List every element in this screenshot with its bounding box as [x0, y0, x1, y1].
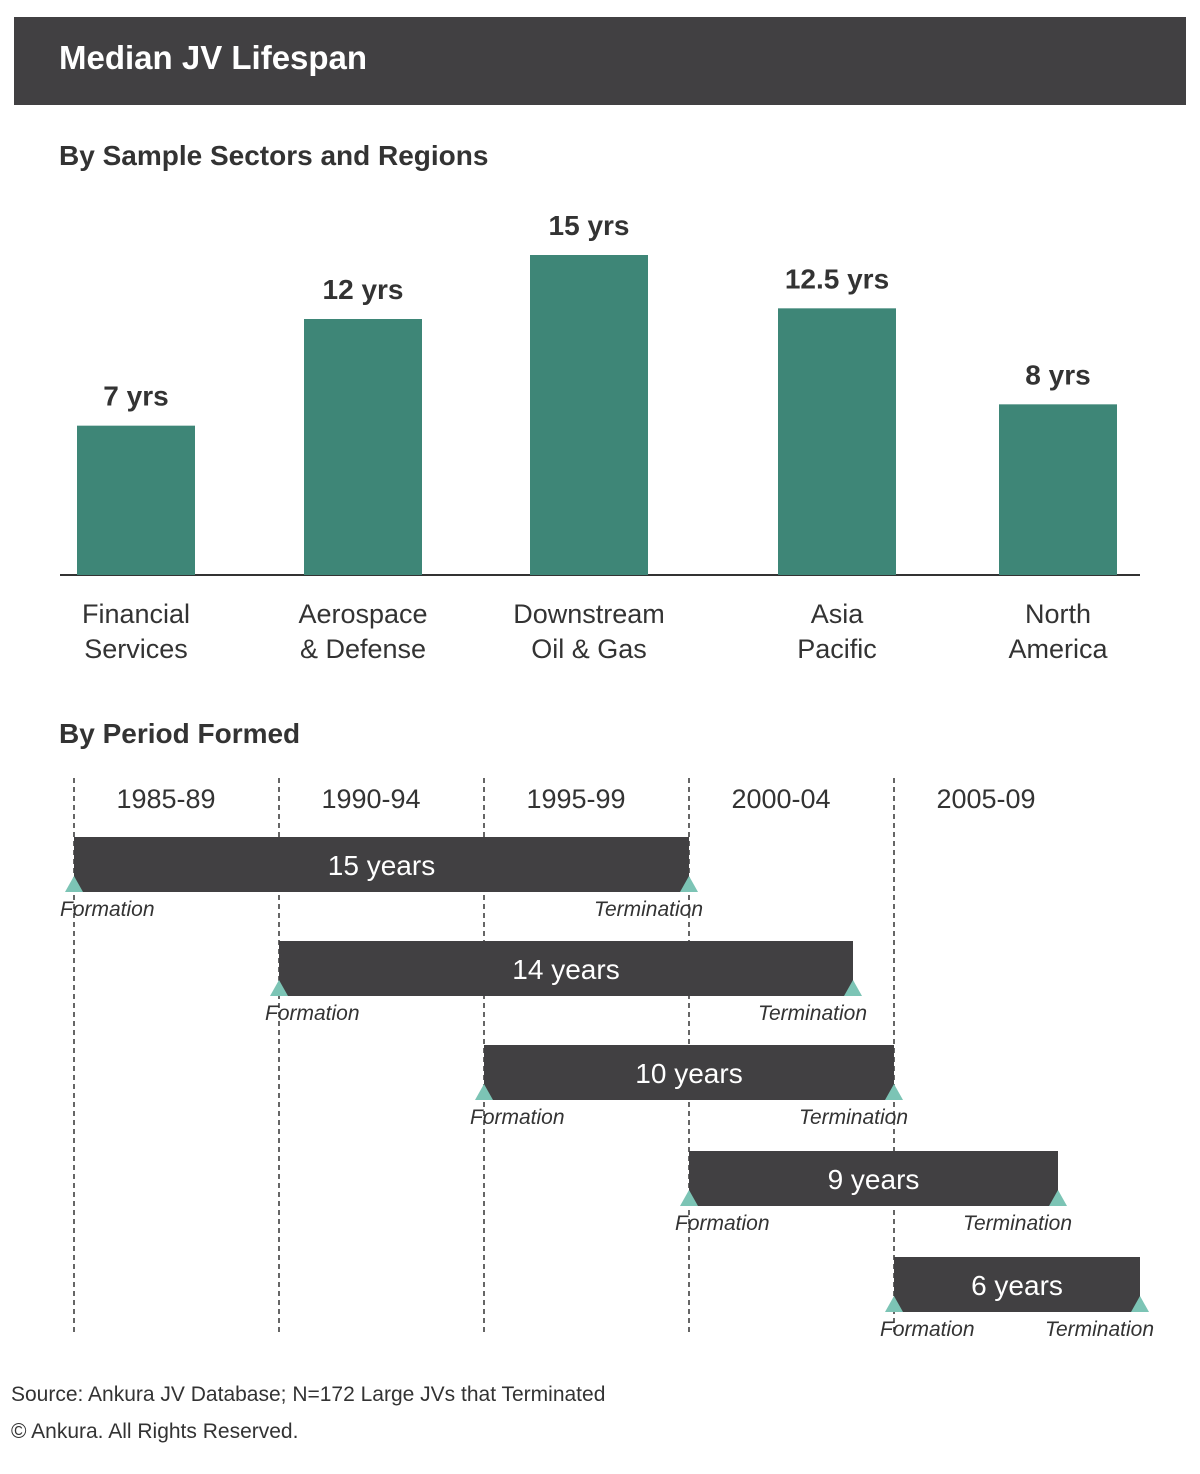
formation-marker [65, 876, 83, 892]
period-label: 1990-94 [321, 784, 420, 814]
period-label: 2005-09 [936, 784, 1035, 814]
category-label: North [1025, 599, 1091, 629]
source-note: Source: Ankura JV Database; N=172 Large … [11, 1383, 606, 1406]
formation-label: Formation [265, 1002, 360, 1025]
bar-2 [304, 319, 422, 575]
period-label: 2000-04 [731, 784, 830, 814]
bar-value-label: 12 yrs [323, 274, 404, 305]
bar-value-label: 7 yrs [103, 381, 168, 412]
category-label: Financial [82, 599, 190, 629]
sector-bar-chart: 7 yrs Financial Services 12 yrs Aerospace & D… [60, 210, 1140, 664]
formation-marker [680, 1190, 698, 1206]
termination-label: Termination [594, 898, 703, 921]
bar-5 [999, 404, 1117, 575]
category-label: Asia [811, 599, 865, 629]
lifespan-bar-3 [484, 1045, 894, 1100]
bar-4 [778, 308, 896, 575]
termination-marker [1049, 1190, 1067, 1206]
category-label: Aerospace [298, 599, 427, 629]
formation-label: Formation [880, 1318, 975, 1341]
termination-marker [1131, 1296, 1149, 1312]
termination-label: Termination [1045, 1318, 1154, 1341]
lifespan-label: 9 years [828, 1164, 920, 1195]
period-label: 1985-89 [116, 784, 215, 814]
period-subtitle: By Period Formed [59, 718, 301, 749]
category-label: Services [84, 634, 188, 664]
formation-marker [270, 980, 288, 996]
header-banner: Median JV Lifespan [14, 17, 1186, 105]
bar-3 [530, 255, 648, 575]
lifespan-bar-4 [689, 1151, 1058, 1206]
termination-marker [844, 980, 862, 996]
bar-value-label: 12.5 yrs [785, 263, 889, 294]
category-label: Oil & Gas [531, 634, 647, 664]
formation-label: Formation [60, 898, 155, 921]
page-title: Median JV Lifespan [59, 39, 368, 76]
formation-label: Formation [470, 1106, 565, 1129]
bar-1 [77, 425, 195, 575]
bar-value-label: 8 yrs [1025, 359, 1090, 390]
lifespan-bar-1 [74, 837, 689, 892]
sectors-subtitle: By Sample Sectors and Regions [59, 140, 489, 171]
lifespan-bar-5 [894, 1257, 1140, 1312]
lifespan-bar-2 [279, 941, 853, 996]
termination-label: Termination [963, 1212, 1072, 1235]
termination-label: Termination [758, 1002, 867, 1025]
copyright-note: © Ankura. All Rights Reserved. [11, 1420, 299, 1443]
termination-marker [680, 876, 698, 892]
lifespan-label: 10 years [635, 1058, 742, 1089]
category-label: Pacific [797, 634, 877, 664]
lifespan-label: 14 years [512, 954, 619, 985]
formation-label: Formation [675, 1212, 770, 1235]
category-label: Downstream [513, 599, 665, 629]
termination-label: Termination [799, 1106, 908, 1129]
category-label: America [1008, 634, 1108, 664]
formation-marker [475, 1084, 493, 1100]
bar-value-label: 15 yrs [549, 210, 630, 241]
formation-marker [885, 1296, 903, 1312]
lifespan-label: 6 years [971, 1270, 1063, 1301]
category-label: & Defense [300, 634, 426, 664]
period-label: 1995-99 [526, 784, 625, 814]
termination-marker [885, 1084, 903, 1100]
lifespan-label: 15 years [328, 850, 435, 881]
